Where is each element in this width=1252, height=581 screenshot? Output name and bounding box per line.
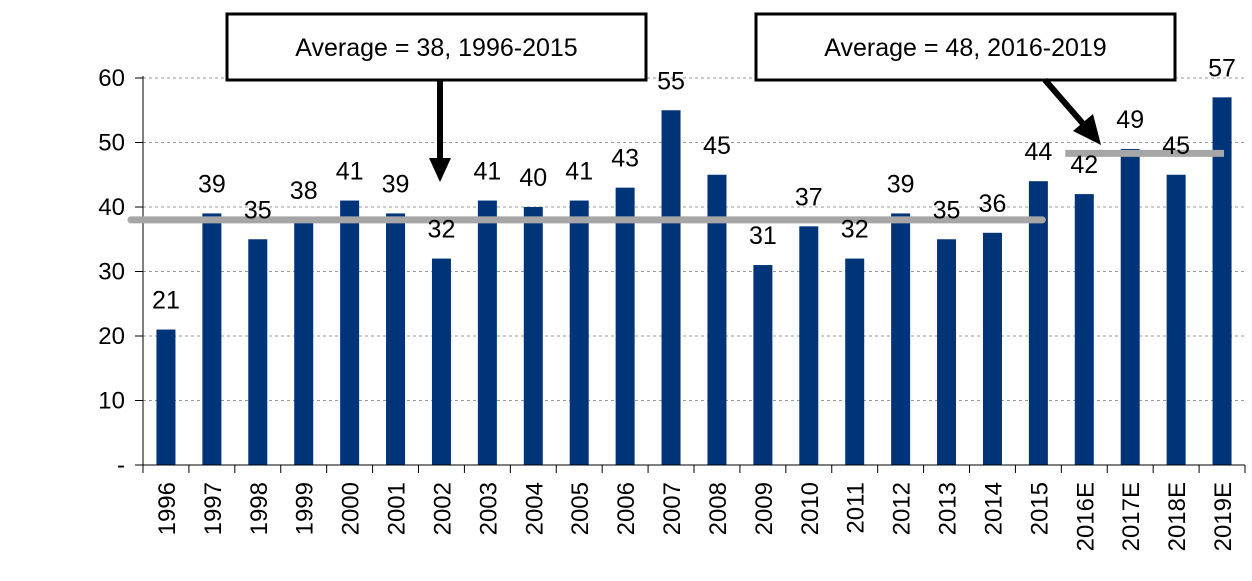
axes <box>135 76 1246 473</box>
bar-1996 <box>156 329 176 465</box>
x-tick-label: 1996 <box>154 482 181 535</box>
data-label: 37 <box>795 183 823 211</box>
bar-2010 <box>799 226 819 465</box>
data-label: 21 <box>152 287 180 315</box>
bar-1997 <box>202 213 222 465</box>
data-label: 45 <box>1162 132 1190 160</box>
x-tick-label: 2019E <box>1210 482 1237 551</box>
bar-1999 <box>294 219 314 465</box>
y-tick-labels: - 10 20 30 40 50 60 <box>98 65 125 479</box>
x-tick-label: 2001 <box>384 482 411 535</box>
x-tick-label: 2018E <box>1164 482 1191 551</box>
data-label: 32 <box>841 216 869 244</box>
x-tick-label: 2003 <box>475 482 502 535</box>
average-annotation-2016-2019-box <box>754 12 1177 82</box>
arrowhead-2016-2019 <box>1073 114 1101 145</box>
bar-2017E <box>1120 148 1140 465</box>
bar-2001 <box>386 213 406 465</box>
data-labels: 21 39 35 38 41 39 32 41 40 41 43 55 45 31 37 32 39 35 36 44… <box>152 54 1236 314</box>
data-label: 43 <box>611 145 639 173</box>
data-label: 32 <box>428 216 456 244</box>
y-tick-label: 20 <box>98 323 125 350</box>
data-label: 39 <box>382 170 410 198</box>
x-tick-label: 2016E <box>1072 482 1099 551</box>
bar-2005 <box>569 200 589 466</box>
arrow-2016-2019 <box>1042 78 1088 128</box>
bars <box>156 97 1232 466</box>
data-label: 35 <box>244 196 272 224</box>
bar-2003 <box>477 200 497 466</box>
x-tick-label: 1999 <box>292 482 319 535</box>
y-tick-label: 30 <box>98 259 125 286</box>
bar-2002 <box>431 258 451 465</box>
bar-2015 <box>1028 181 1048 465</box>
bar-2007 <box>661 110 681 465</box>
data-label: 42 <box>1070 151 1098 179</box>
data-label: 57 <box>1208 54 1236 82</box>
x-tick-label: 2008 <box>705 482 732 535</box>
bar-2019E <box>1212 97 1232 465</box>
y-tick-label: 50 <box>98 130 125 157</box>
bar-1998 <box>248 239 268 465</box>
x-tick-label: 2006 <box>613 482 640 535</box>
y-tick-label: - <box>117 452 125 479</box>
x-tick-label: 2009 <box>751 482 778 535</box>
x-tick-label: 2002 <box>429 482 456 535</box>
data-label: 41 <box>336 158 364 186</box>
data-label: 31 <box>749 222 777 250</box>
x-tick-label: 2004 <box>521 482 548 535</box>
x-tick-label: 1998 <box>246 482 273 535</box>
data-label: 41 <box>473 158 501 186</box>
data-label: 39 <box>198 170 226 198</box>
data-label: 36 <box>979 190 1007 218</box>
annotations: Average = 38, 1996-2015 Average = 48, 201… <box>225 12 1177 182</box>
data-label: 45 <box>703 132 731 160</box>
x-tick-label: 2011 <box>843 482 870 534</box>
bar-2011 <box>845 258 865 465</box>
x-tick-label: 2007 <box>659 482 686 535</box>
average-annotation-1996-2015-label: Average = 38, 1996-2015 <box>295 34 577 62</box>
bar-2006 <box>615 187 635 465</box>
bar-2018E <box>1166 174 1186 465</box>
y-tick-label: 60 <box>98 65 125 92</box>
x-tick-label: 2017E <box>1118 482 1145 551</box>
data-label: 44 <box>1024 138 1052 166</box>
average-annotation-1996-2015-box <box>225 12 648 82</box>
x-tick-labels: 1996 1997 1998 1999 2000 2001 2002 2003 2004 2005… <box>154 482 1237 551</box>
bar-2009 <box>753 265 773 465</box>
x-tick-label: 2014 <box>980 482 1007 535</box>
x-tick-label: 2012 <box>889 482 916 535</box>
x-tick-label: 1997 <box>200 482 227 535</box>
bar-2016E <box>1074 194 1094 465</box>
average-lines <box>127 149 1225 224</box>
y-tick-label: 40 <box>98 194 125 221</box>
bar-2012 <box>891 213 911 465</box>
average-annotation-2016-2019-label: Average = 48, 2016-2019 <box>824 34 1106 62</box>
bar-2013 <box>937 239 957 465</box>
x-tick-label: 2000 <box>338 482 365 535</box>
bar-2008 <box>707 174 727 465</box>
x-tick-label: 2010 <box>797 482 824 535</box>
y-tick-label: 10 <box>98 388 125 415</box>
bar-2014 <box>982 232 1002 465</box>
data-label: 40 <box>519 164 547 192</box>
x-tick-label: 2005 <box>567 482 594 535</box>
data-label: 41 <box>565 158 593 186</box>
data-label: 38 <box>290 177 318 205</box>
x-tick-label: 2013 <box>935 482 962 535</box>
data-label: 39 <box>887 170 915 198</box>
data-label: 49 <box>1116 106 1144 134</box>
x-tick-label: 2015 <box>1026 482 1053 535</box>
bar-2004 <box>523 207 543 465</box>
arrowhead-1996-2015 <box>429 158 451 182</box>
bar-2000 <box>340 200 360 466</box>
data-label: 35 <box>933 196 961 224</box>
data-label: 55 <box>657 67 685 95</box>
